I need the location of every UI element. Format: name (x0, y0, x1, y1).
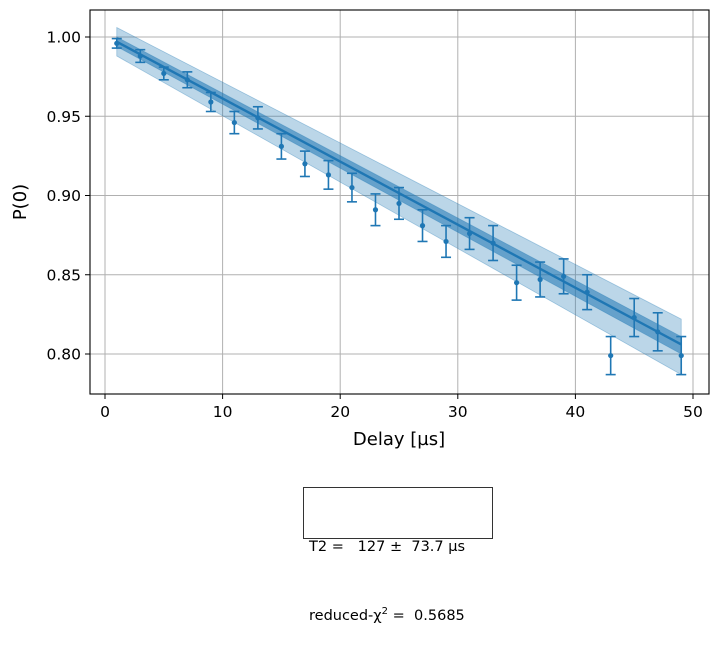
marker (302, 161, 308, 167)
chi-value: 0.5685 (414, 608, 465, 624)
marker (114, 40, 120, 46)
t2-error: 73.7 (411, 539, 444, 555)
marker (608, 352, 614, 359)
marker (184, 77, 190, 83)
fit-results-box: T2 = 127 ± 73.7 µs reduced-χ2 = 0.5685 (303, 487, 493, 624)
x-tick-label: 20 (330, 403, 350, 421)
data-point (629, 297, 640, 338)
marker (631, 314, 637, 321)
marker (584, 289, 590, 295)
data-points (111, 37, 687, 376)
data-point (652, 311, 663, 352)
marker (278, 143, 284, 149)
marker (372, 207, 379, 213)
x-tick-label: 30 (448, 403, 468, 421)
x-tick-label: 0 (100, 403, 110, 421)
marker (419, 223, 426, 229)
marker (325, 172, 332, 178)
chi-equals: = (388, 608, 415, 624)
data-point (276, 132, 287, 160)
marker (537, 276, 543, 283)
data-point (111, 37, 122, 49)
y-tick-label: 0.90 (46, 187, 81, 205)
data-point (511, 264, 522, 301)
data-point (464, 216, 475, 251)
data-point (676, 335, 687, 376)
data-point (182, 71, 193, 89)
plus-minus: ± (389, 539, 403, 555)
marker (231, 119, 237, 126)
data-point (582, 273, 593, 311)
marker (678, 352, 684, 359)
data-point (394, 186, 404, 221)
data-point (417, 208, 428, 243)
marker (655, 329, 661, 335)
data-point (299, 150, 310, 178)
chart: 0 10 20 30 40 50 0.80 0.85 0.90 0.95 1.00 Delay [… (10, 9, 710, 450)
data-point (229, 110, 240, 135)
data-point (323, 159, 334, 190)
x-axis-ticks: 0 10 20 30 40 50 (100, 394, 703, 421)
data-point (135, 48, 146, 64)
data-point (205, 91, 216, 113)
marker (208, 99, 214, 105)
data-point (252, 105, 263, 130)
x-tick-label: 50 (683, 403, 703, 421)
marker (514, 280, 520, 286)
x-tick-label: 40 (566, 403, 586, 421)
chi-label: reduced-χ (309, 608, 382, 624)
y-axis-label: P(0) (10, 184, 31, 220)
data-point (370, 193, 381, 227)
marker (137, 53, 143, 59)
y-tick-label: 1.00 (46, 29, 81, 47)
marker (349, 184, 355, 191)
marker (466, 230, 473, 237)
data-point (558, 258, 569, 295)
marker (161, 70, 167, 77)
data-point (346, 172, 357, 203)
y-tick-label: 0.80 (46, 346, 81, 364)
marker (561, 273, 567, 279)
plot-frame (89, 9, 710, 395)
y-tick-label: 0.85 (46, 266, 81, 284)
x-tick-label: 10 (213, 403, 233, 421)
data-point (535, 261, 546, 298)
marker (255, 115, 261, 121)
data-point (158, 66, 169, 81)
t2-unit: µs (448, 539, 466, 555)
t2-value: 127 (357, 539, 386, 555)
data-point (488, 224, 499, 262)
marker (443, 238, 449, 245)
data-point (605, 335, 616, 376)
marker (490, 240, 496, 246)
marker (396, 200, 402, 207)
chi-line: reduced-χ2 = 0.5685 (309, 605, 487, 628)
y-axis-ticks: 0.80 0.85 0.90 0.95 1.00 (46, 29, 90, 364)
data-point (441, 224, 452, 259)
t2-label: T2 = (309, 539, 344, 555)
y-tick-label: 0.95 (46, 108, 81, 126)
x-axis-label: Delay [µs] (353, 429, 445, 450)
t2-line: T2 = 127 ± 73.7 µs (309, 536, 487, 559)
